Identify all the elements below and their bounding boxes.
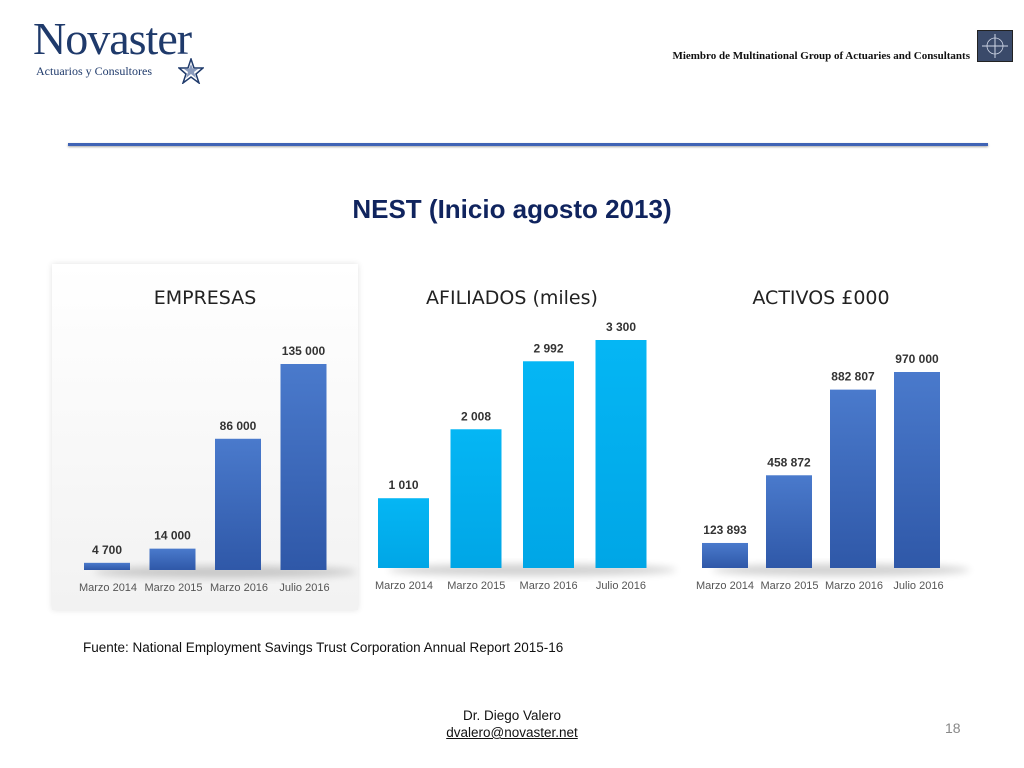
data-label: 4 700 [92,543,122,557]
header-rule [68,143,988,146]
category-label: Marzo 2016 [520,580,578,592]
bar [702,542,748,568]
category-label: Julio 2016 [596,580,646,592]
data-label: 14 000 [154,529,191,543]
category-label: Marzo 2015 [144,582,202,594]
source-note: Fuente: National Employment Savings Trus… [83,640,564,655]
data-label: 135 000 [282,344,326,358]
bar [280,364,327,570]
logo-name: Novaster [33,13,192,64]
data-label: 3 300 [606,320,636,334]
bar [84,562,130,570]
data-label: 86 000 [220,419,257,433]
category-label: Marzo 2016 [210,582,268,594]
bar [595,340,647,568]
data-label: 123 893 [703,523,747,537]
bar [830,389,876,568]
slide-title: NEST (Inicio agosto 2013) [352,194,672,224]
data-label: 458 872 [767,455,811,469]
data-label: 970 000 [895,352,939,366]
data-label: 2 992 [533,341,563,355]
page-number: 18 [945,720,961,736]
category-label: Marzo 2014 [696,580,754,592]
category-label: Marzo 2015 [447,580,505,592]
bar [766,475,812,568]
category-label: Marzo 2016 [825,580,883,592]
chart-title: EMPRESAS [154,287,257,309]
bar [894,372,940,568]
group-emblem [977,30,1013,62]
chart-3: ACTIVOS £000 123 893 Marzo 2014 458 872 Marz… [696,287,970,592]
author-block: Dr. Diego Valero dvalero@novaster.net [400,707,624,741]
chart-title: ACTIVOS £000 [752,287,889,309]
bar [149,548,196,570]
logo-subtitle: Actuarios y Consultores [36,64,152,78]
bar [215,438,261,570]
data-label: 2 008 [461,409,491,423]
chart-title: AFILIADOS (miles) [426,287,598,309]
chart-2: AFILIADOS (miles) 1 010 Marzo 2014 2 008 Mar… [375,287,677,592]
category-label: Marzo 2014 [79,582,137,594]
membership-text: Miembro de Multinational Group of Actuar… [672,50,970,62]
logo: Novaster Actuarios y Consultores [30,10,230,84]
star-icon [178,58,204,84]
category-label: Julio 2016 [279,582,329,594]
author-name: Dr. Diego Valero [462,708,562,723]
data-label: 1 010 [388,478,418,492]
bar [523,361,574,568]
compass-icon [982,34,1008,58]
bar [450,429,502,568]
data-label: 882 807 [831,370,875,384]
category-label: Marzo 2014 [375,580,433,592]
category-label: Marzo 2015 [760,580,818,592]
chart-1: EMPRESAS 4 700 Marzo 2014 14 000 Marzo 2015 8… [79,287,357,594]
category-label: Julio 2016 [893,580,943,592]
author-email-link[interactable]: dvalero@novaster.net [446,725,578,740]
bar [378,498,429,568]
